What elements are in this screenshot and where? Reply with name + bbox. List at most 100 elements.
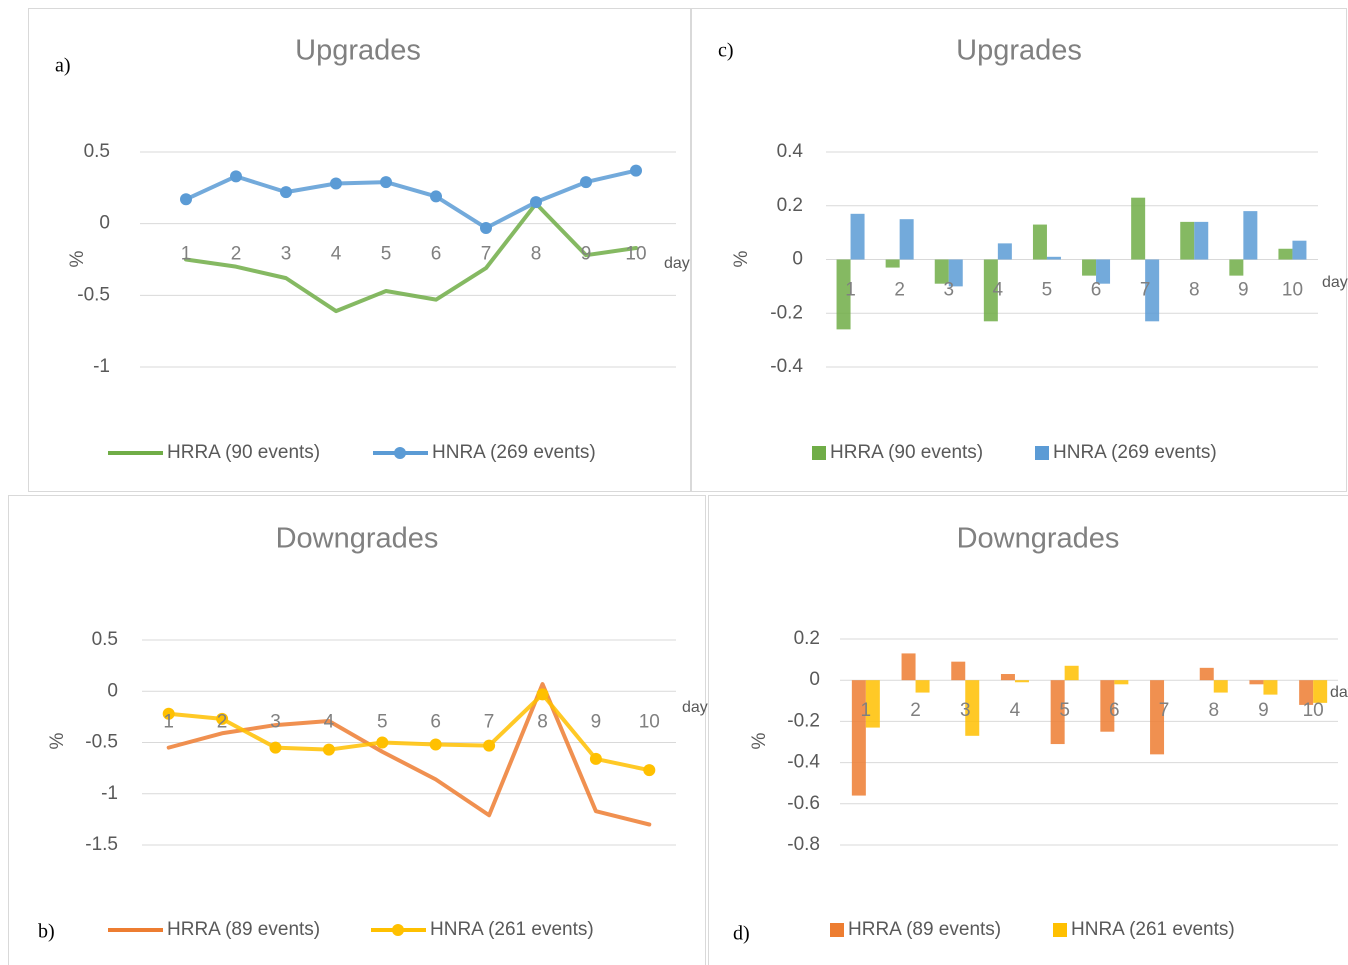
x-tick-label: 2 [217, 711, 228, 732]
point [643, 764, 655, 776]
x-tick-label: 8 [531, 244, 542, 265]
x-tick-label: 6 [430, 711, 441, 732]
y-axis-label: % [731, 250, 752, 267]
bar [1047, 257, 1061, 260]
bar [916, 680, 930, 692]
y-tick-label: -1.5 [85, 834, 118, 855]
series-line [186, 171, 636, 228]
y-tick-label: 0 [792, 249, 803, 270]
legend-label: HRRA (90 events) [830, 442, 983, 463]
point [180, 193, 192, 205]
chart-title: Upgrades [956, 35, 1082, 67]
legend-label: HNRA (269 events) [1053, 442, 1217, 463]
y-tick-label: -0.6 [787, 793, 820, 814]
x-tick-label: 9 [581, 244, 592, 265]
y-tick-label: -1 [101, 783, 118, 804]
panel-label: d) [733, 923, 750, 945]
bar [1263, 680, 1277, 694]
figure: Upgrades a)% day -1 -0.5 0 0.5 1 2 3 4 5 6 7 8 9 10 HRRA … [0, 0, 1348, 965]
legend-label: HNRA (261 events) [1071, 919, 1235, 940]
chart-title: Downgrades [276, 523, 439, 555]
x-tick-label: 5 [1042, 280, 1053, 301]
bar [1033, 225, 1047, 260]
point [630, 165, 642, 177]
y-tick-label: -0.2 [787, 710, 820, 731]
legend-label: HNRA (261 events) [430, 919, 594, 940]
x-tick-label: 7 [481, 244, 492, 265]
x-tick-label: 6 [431, 244, 442, 265]
point [580, 176, 592, 188]
point [280, 186, 292, 198]
bar [1131, 198, 1145, 260]
point [270, 742, 282, 754]
panel-label: c) [718, 40, 734, 62]
bar [1001, 674, 1015, 680]
y-tick-label: 0.2 [777, 195, 803, 216]
point [380, 176, 392, 188]
bar [902, 653, 916, 680]
bar [851, 214, 865, 260]
x-tick-label: 7 [1140, 280, 1151, 301]
legend-label: HRRA (89 events) [167, 919, 320, 940]
x-tick-label: 9 [591, 711, 602, 732]
x-tick-label: 2 [910, 700, 921, 721]
x-tick-label: 8 [1208, 700, 1219, 721]
bar [1229, 260, 1243, 276]
bar [998, 243, 1012, 259]
point [530, 196, 542, 208]
legend-swatch [812, 446, 826, 460]
legend-marker [392, 924, 404, 936]
x-axis-label: day [664, 255, 690, 272]
x-tick-label: 2 [894, 280, 905, 301]
point [323, 744, 335, 756]
x-tick-label: 8 [1189, 280, 1200, 301]
bar [1194, 222, 1208, 260]
bar [951, 662, 965, 681]
x-tick-label: 10 [625, 244, 646, 265]
x-tick-label: 1 [861, 700, 872, 721]
x-tick-label: 5 [1059, 700, 1070, 721]
bar [1292, 241, 1306, 260]
x-tick-label: 3 [281, 244, 292, 265]
x-axis-label: day [1322, 274, 1348, 291]
chart-title: Downgrades [957, 523, 1120, 555]
y-tick-label: -0.4 [787, 752, 820, 773]
panel-label: a) [55, 55, 71, 77]
point [376, 737, 388, 749]
bar [1180, 222, 1194, 260]
x-tick-label: 1 [845, 280, 856, 301]
series-line [169, 684, 650, 824]
bar [1278, 249, 1292, 260]
x-tick-label: 7 [484, 711, 495, 732]
x-tick-label: 1 [181, 244, 192, 265]
x-tick-label: 6 [1109, 700, 1120, 721]
x-tick-label: 7 [1159, 700, 1170, 721]
legend-swatch [1035, 446, 1049, 460]
bar [852, 680, 866, 795]
x-tick-label: 3 [943, 280, 954, 301]
y-tick-label: 0.2 [794, 628, 820, 649]
x-axis-label: day [1330, 684, 1348, 701]
x-tick-label: 10 [1303, 700, 1324, 721]
y-axis-label: % [67, 250, 88, 267]
legend-swatch [830, 923, 844, 937]
x-tick-label: 9 [1238, 280, 1249, 301]
y-tick-label: 0.5 [92, 629, 118, 650]
point [430, 739, 442, 751]
y-tick-label: -0.5 [85, 732, 118, 753]
x-tick-label: 2 [231, 244, 242, 265]
x-tick-label: 4 [331, 244, 342, 265]
x-tick-label: 4 [993, 280, 1004, 301]
x-tick-label: 5 [381, 244, 392, 265]
x-tick-label: 9 [1258, 700, 1269, 721]
y-tick-label: -0.4 [770, 356, 803, 377]
bar [1249, 680, 1263, 684]
legend-label: HRRA (90 events) [167, 442, 320, 463]
y-tick-label: -1 [93, 356, 110, 377]
x-tick-label: 4 [1010, 700, 1021, 721]
bar [1082, 260, 1096, 276]
x-tick-label: 5 [377, 711, 388, 732]
bar [1015, 680, 1029, 682]
point [430, 190, 442, 202]
bar [900, 219, 914, 259]
